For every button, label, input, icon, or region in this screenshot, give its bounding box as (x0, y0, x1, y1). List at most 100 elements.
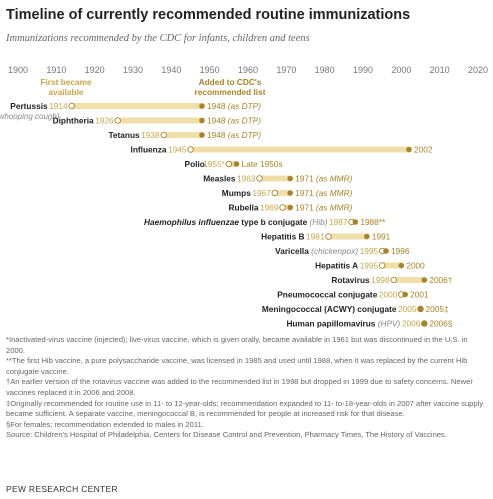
interval-bar (274, 190, 291, 196)
available-year-label: 1914 (49, 101, 68, 111)
available-marker (160, 131, 167, 139)
available-year-label: 1995 (360, 261, 379, 271)
added-year-text: 1948 (207, 101, 226, 111)
added-marker (233, 161, 240, 167)
timeline-row: Pneumococcal conjugate 2000 2001 (277, 290, 429, 300)
added-year-text: 1988** (360, 217, 386, 227)
vaccine-name: Polio (185, 159, 205, 169)
added-marker (287, 175, 293, 182)
footnotes: *Inactivated-virus vaccine (injected); l… (6, 335, 488, 441)
x-tick-label: 1900 (8, 65, 28, 75)
timeline-row: Rubella 1969 1971 (as MMR) (229, 203, 353, 213)
footnote-hib: **The first Hib vaccine, a pure polysacc… (6, 356, 468, 376)
available-year-label: 2000 (379, 290, 398, 300)
timeline-row: Pertussis(whooping cough)1914 1948 (as DT… (0, 101, 261, 121)
added-year-text: 1948 (207, 130, 226, 140)
available-marker (114, 117, 121, 124)
available-marker (225, 160, 233, 168)
added-year-label: 1988** (360, 217, 386, 227)
added-year-text: 2006† (429, 275, 452, 285)
added-note: (as DTP) (225, 116, 261, 126)
added-year-label: 1948 (as DTP) (207, 116, 261, 126)
interval-bar (328, 233, 367, 240)
added-year-label: 1948 (as DTP) (207, 130, 261, 140)
added-marker (199, 132, 205, 138)
added-marker (287, 190, 293, 196)
interval-bar (282, 204, 291, 211)
added-marker (199, 103, 205, 109)
timeline-row: Haemophilus influenzae type b conjugate … (144, 217, 386, 227)
vaccine-name-text: Polio (185, 159, 205, 169)
x-tick-label: 1970 (276, 65, 296, 75)
x-tick-label: 1990 (353, 65, 373, 75)
vaccine-name: Varicella (chickenpox) (275, 246, 358, 256)
chart-subtitle: Immunizations recommended by the CDC for… (6, 33, 310, 44)
vaccine-name-note: (Hib) (307, 217, 328, 227)
added-note: (as MMR) (314, 174, 353, 184)
added-year-text: 1996 (391, 246, 410, 256)
added-year-label: 2005‡ (426, 304, 449, 314)
x-tick-label: 1920 (85, 65, 105, 75)
vaccine-name-text: Pneumococcal conjugate (277, 290, 377, 300)
added-year-text: 1971 (295, 188, 314, 198)
added-year-text: 2006§ (429, 319, 452, 329)
added-note: (as DTP) (225, 101, 261, 111)
vaccine-name-text: Measles (203, 174, 236, 184)
vaccine-name: Rotavirus (331, 275, 370, 285)
timeline-row: Human papillomavirus (HPV) 2006 2006§ (286, 319, 452, 329)
added-year-label: 2002 (414, 145, 433, 155)
vaccine-name: Human papillomavirus (HPV) (286, 319, 400, 329)
added-year-text: 2005‡ (426, 304, 449, 314)
timeline-row: Meningococcal (ACWY) conjugate 2005 2005‡ (262, 304, 449, 314)
x-tick-label: 1930 (123, 65, 143, 75)
available-year-label: 1938 (141, 130, 160, 140)
source-note: Source: Children's Hospital of Philadelp… (6, 430, 447, 440)
vaccine-name-text: Human papillomavirus (286, 319, 375, 329)
timeline-row: Tetanus 1938 1948 (as DTP) (108, 130, 261, 140)
available-marker (68, 102, 75, 110)
x-tick-label: 2000 (391, 65, 411, 75)
added-year-text: 1948 (207, 116, 226, 126)
added-marker (406, 146, 412, 153)
vaccine-name: Tetanus (108, 130, 140, 140)
vaccine-name-text: Rubella (229, 203, 259, 213)
added-marker (398, 262, 405, 269)
x-tick-label: 1940 (161, 65, 181, 75)
available-year-label: 1926 (95, 116, 114, 126)
vaccine-name: Meningococcal (ACWY) conjugate (262, 304, 397, 314)
vaccine-name-italic: Haemophilus influenzae (144, 217, 241, 227)
added-year-label: Late 1950s (242, 159, 283, 169)
vaccine-name-note: (HPV) (375, 319, 400, 329)
available-marker (378, 262, 386, 269)
added-year-label: 1971 (as MMR) (295, 188, 352, 198)
added-note: (as MMR) (314, 203, 353, 213)
vaccine-name: Hepatitis B (261, 232, 304, 242)
vaccine-name-text: Tetanus (108, 130, 140, 140)
vaccine-name-text: type b conjugate (241, 217, 307, 227)
footnote-rotavirus: †An earlier version of the rotavirus vac… (6, 377, 473, 397)
added-year-label: 1971 (as MMR) (295, 174, 352, 184)
vaccine-name: Mumps (222, 188, 251, 198)
x-tick-label: 2010 (430, 65, 450, 75)
available-year-label: 1967 (252, 188, 271, 198)
available-year-label: 1995 (360, 246, 379, 256)
added-year-label: 1996 (391, 246, 410, 256)
timeline-row: Diphtheria 1926 1948 (as DTP) (53, 116, 262, 126)
available-year-label: 1963 (237, 174, 256, 184)
vaccine-name: Influenza (131, 145, 167, 155)
added-year-text: 2002 (414, 145, 433, 155)
added-year-text: 2000 (406, 261, 425, 271)
added-year-label: 1971 (as MMR) (295, 203, 352, 213)
added-marker (364, 233, 370, 240)
added-marker (199, 117, 205, 124)
organization-credit: PEW RESEARCH CENTER (6, 484, 118, 494)
legend-first-available: First became available (40, 77, 92, 97)
vaccine-name: Rubella (229, 203, 259, 213)
available-marker (279, 204, 286, 211)
available-year-label: 2006 (402, 319, 421, 329)
available-marker (325, 233, 332, 240)
x-tick-label: 2020 (468, 65, 488, 75)
interval-bar (190, 146, 409, 153)
footnote-polio: *Inactivated-virus vaccine (injected); l… (6, 335, 468, 355)
